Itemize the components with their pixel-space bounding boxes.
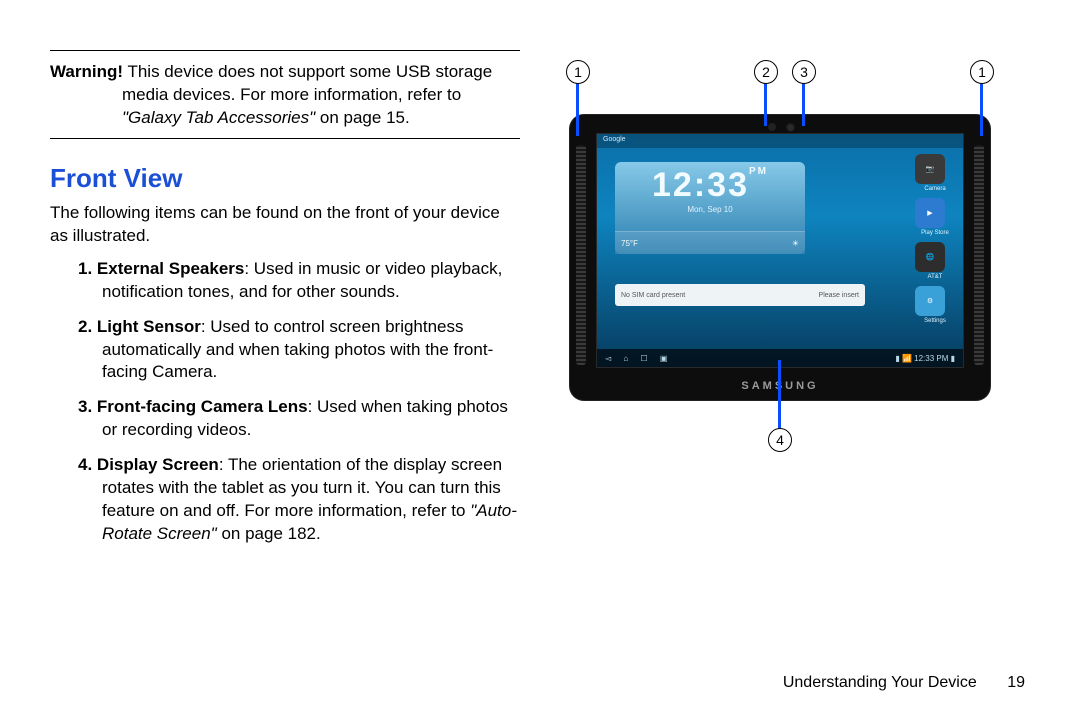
item-term: External Speakers (97, 259, 244, 278)
list-item: 3. Front-facing Camera Lens: Used when t… (50, 396, 520, 442)
callout-line (764, 82, 767, 126)
clock-widget: 12:33PM Mon, Sep 10 75°F ☀ (615, 162, 805, 254)
app-label: Camera (915, 186, 955, 192)
footer-section: Understanding Your Device (783, 674, 977, 691)
callout-1-left: 1 (566, 60, 590, 84)
app-label: Settings (915, 318, 955, 324)
callout-line (576, 82, 579, 136)
recent-icon: ☐ (640, 354, 647, 363)
notif-text-left: No SIM card present (621, 292, 685, 299)
front-camera-icon (786, 123, 795, 132)
item-number: 4. (78, 455, 92, 474)
item-number: 1. (78, 259, 92, 278)
display-screen: Google 12:33PM Mon, Sep 10 75°F ☀ No SIM… (596, 133, 964, 368)
callout-line (778, 360, 781, 430)
app-dock: 📷 Camera ▶ Play Store 🌐 AT&T ⚙ Settings (915, 154, 955, 330)
intro-text: The following items can be found on the … (50, 202, 520, 248)
home-icon: ⌂ (623, 354, 628, 363)
clock-time: 12:33 (652, 166, 749, 204)
list-item: 4. Display Screen: The orientation of th… (50, 454, 520, 546)
app-label: Play Store (915, 230, 955, 236)
item-number: 3. (78, 397, 92, 416)
settings-app-icon: ⚙ (915, 286, 945, 316)
callout-line (802, 82, 805, 126)
playstore-app-icon: ▶ (915, 198, 945, 228)
search-hint: Google (603, 136, 626, 143)
feature-list: 1. External Speakers: Used in music or v… (50, 258, 520, 546)
callout-2: 2 (754, 60, 778, 84)
weather-temp: 75°F (621, 239, 638, 248)
speaker-right-icon (974, 145, 984, 365)
clock-ampm: PM (749, 166, 768, 177)
back-icon: ◅ (605, 354, 611, 363)
speaker-left-icon (576, 145, 586, 365)
light-sensor-icon (768, 123, 776, 131)
item-ref-tail: on page 182. (217, 524, 321, 543)
warning-ref: "Galaxy Tab Accessories" (122, 108, 315, 127)
app-label: AT&T (915, 274, 955, 280)
item-term: Front-facing Camera Lens (97, 397, 308, 416)
page-footer: Understanding Your Device 19 (783, 674, 1025, 692)
notif-text-right: Please insert (819, 292, 859, 299)
weather-icon: ☀ (792, 239, 799, 248)
att-app-icon: 🌐 (915, 242, 945, 272)
item-term: Display Screen (97, 455, 219, 474)
manual-page: Warning! This device does not support so… (0, 0, 1080, 558)
status-bar: Google (597, 134, 963, 148)
warning-line2: media devices. For more information, ref… (50, 84, 520, 107)
camera-app-icon: 📷 (915, 154, 945, 184)
warning-line1: This device does not support some USB st… (127, 62, 492, 81)
tablet-diagram: 1 2 3 1 4 Google (550, 60, 1010, 460)
list-item: 1. External Speakers: Used in music or v… (50, 258, 520, 304)
item-number: 2. (78, 317, 92, 336)
callout-line (980, 82, 983, 136)
footer-page-number: 19 (1007, 674, 1025, 692)
right-column: 1 2 3 1 4 Google (550, 50, 1030, 558)
callout-3: 3 (792, 60, 816, 84)
tablet-body: Google 12:33PM Mon, Sep 10 75°F ☀ No SIM… (570, 115, 990, 400)
warning-box: Warning! This device does not support so… (50, 50, 520, 139)
screenshot-icon: ▣ (660, 354, 668, 363)
nav-icons: ◅ ⌂ ☐ ▣ (605, 354, 677, 363)
left-column: Warning! This device does not support so… (50, 50, 520, 558)
warning-ref-tail: on page 15. (315, 108, 410, 127)
warning-label: Warning! (50, 62, 123, 81)
section-heading: Front View (50, 163, 520, 194)
callout-1-right: 1 (970, 60, 994, 84)
notification-bar: No SIM card present Please insert (615, 284, 865, 306)
clock-date: Mon, Sep 10 (615, 205, 805, 214)
soft-time: ▮ 📶 12:33 PM ▮ (895, 354, 955, 363)
callout-4: 4 (768, 428, 792, 452)
list-item: 2. Light Sensor: Used to control screen … (50, 316, 520, 385)
item-term: Light Sensor (97, 317, 201, 336)
